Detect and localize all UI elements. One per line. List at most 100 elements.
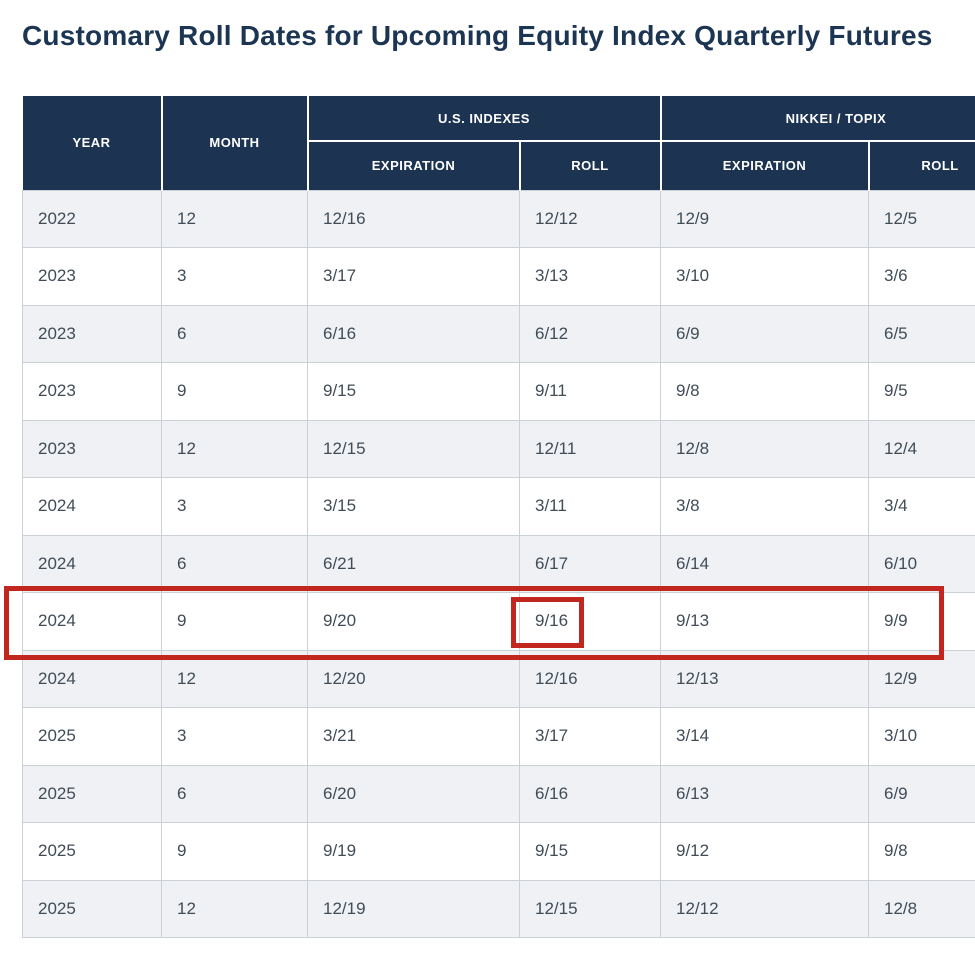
cell-year: 2025	[22, 764, 162, 823]
cell-month: 6	[161, 534, 308, 593]
cell-month: 3	[161, 707, 308, 766]
cell-month: 12	[161, 649, 308, 708]
cell-year: 2024	[22, 477, 162, 536]
cell-month: 3	[161, 247, 308, 306]
cell-month: 9	[161, 822, 308, 881]
cell-nikkei-roll: 3/4	[867, 477, 975, 536]
cell-nikkei-roll: 12/9	[867, 649, 975, 708]
cell-us-roll: 12/12	[519, 189, 661, 248]
cell-nikkei-roll: 9/9	[867, 592, 975, 651]
cell-year: 2023	[22, 419, 162, 478]
table-row: 2024 12 12/20 12/16 12/13 12/9	[22, 649, 975, 708]
cell-year: 2023	[22, 247, 162, 306]
table-row: 2025 3 3/21 3/17 3/14 3/10	[22, 707, 975, 766]
cell-nikkei-roll: 9/5	[867, 362, 975, 421]
cell-nikkei-expiration: 12/13	[660, 649, 869, 708]
cell-month: 3	[161, 477, 308, 536]
cell-month: 12	[161, 879, 308, 938]
table-row: 2023 9 9/15 9/11 9/8 9/5	[22, 362, 975, 421]
table-header: YEAR MONTH U.S. INDEXES NIKKEI / TOPIX E…	[22, 96, 975, 190]
cell-us-roll: 9/16	[519, 592, 661, 651]
cell-month: 9	[161, 362, 308, 421]
cell-us-expiration: 12/16	[307, 189, 520, 248]
table-row: 2024 3 3/15 3/11 3/8 3/4	[22, 477, 975, 536]
table-row: 2025 12 12/19 12/15 12/12 12/8	[22, 879, 975, 938]
cell-nikkei-expiration: 3/10	[660, 247, 869, 306]
cell-us-expiration: 12/15	[307, 419, 520, 478]
cell-year: 2023	[22, 304, 162, 363]
table-row: 2022 12 12/16 12/12 12/9 12/5	[22, 189, 975, 248]
cell-nikkei-roll: 6/10	[867, 534, 975, 593]
cell-us-roll: 6/12	[519, 304, 661, 363]
cell-nikkei-roll: 6/9	[867, 764, 975, 823]
col-header-month: MONTH	[161, 96, 309, 190]
col-header-nikkei-expiration: EXPIRATION	[660, 141, 870, 190]
cell-us-expiration: 3/15	[307, 477, 520, 536]
col-header-us-roll: ROLL	[519, 141, 662, 190]
cell-year: 2025	[22, 822, 162, 881]
cell-nikkei-expiration: 9/13	[660, 592, 869, 651]
cell-nikkei-expiration: 12/9	[660, 189, 869, 248]
cell-year: 2024	[22, 534, 162, 593]
page-title: Customary Roll Dates for Upcoming Equity…	[22, 20, 933, 51]
cell-us-expiration: 3/21	[307, 707, 520, 766]
cell-year: 2024	[22, 649, 162, 708]
cell-us-roll: 12/15	[519, 879, 661, 938]
cell-us-expiration: 9/19	[307, 822, 520, 881]
roll-dates-table: YEAR MONTH U.S. INDEXES NIKKEI / TOPIX E…	[22, 96, 975, 938]
cell-us-roll: 3/13	[519, 247, 661, 306]
cell-nikkei-roll: 12/8	[867, 879, 975, 938]
cell-nikkei-expiration: 9/12	[660, 822, 869, 881]
cell-nikkei-expiration: 6/9	[660, 304, 869, 363]
cell-us-roll: 6/16	[519, 764, 661, 823]
cell-us-roll: 3/11	[519, 477, 661, 536]
cell-nikkei-roll: 9/8	[867, 822, 975, 881]
col-header-year: YEAR	[22, 96, 163, 190]
table-row: 2025 9 9/19 9/15 9/12 9/8	[22, 822, 975, 881]
col-group-us-indexes: U.S. INDEXES	[307, 96, 662, 142]
cell-nikkei-expiration: 12/12	[660, 879, 869, 938]
cell-nikkei-roll: 12/5	[867, 189, 975, 248]
cell-year: 2025	[22, 707, 162, 766]
cell-year: 2024	[22, 592, 162, 651]
cell-nikkei-roll: 3/6	[867, 247, 975, 306]
cell-us-roll: 9/15	[519, 822, 661, 881]
cell-year: 2022	[22, 189, 162, 248]
cell-us-roll: 12/11	[519, 419, 661, 478]
cell-nikkei-roll: 12/4	[867, 419, 975, 478]
cell-us-expiration: 9/15	[307, 362, 520, 421]
cell-nikkei-roll: 3/10	[867, 707, 975, 766]
cell-us-roll: 12/16	[519, 649, 661, 708]
cell-month: 12	[161, 419, 308, 478]
cell-nikkei-expiration: 6/14	[660, 534, 869, 593]
cell-us-expiration: 6/16	[307, 304, 520, 363]
cell-nikkei-expiration: 3/14	[660, 707, 869, 766]
cell-nikkei-expiration: 3/8	[660, 477, 869, 536]
col-group-nikkei-topix: NIKKEI / TOPIX	[660, 96, 975, 142]
cell-us-expiration: 12/19	[307, 879, 520, 938]
table-row: 2025 6 6/20 6/16 6/13 6/9	[22, 764, 975, 823]
table-row: 2023 6 6/16 6/12 6/9 6/5	[22, 304, 975, 363]
cell-us-expiration: 6/20	[307, 764, 520, 823]
table-row: 2023 12 12/15 12/11 12/8 12/4	[22, 419, 975, 478]
cell-nikkei-roll: 6/5	[867, 304, 975, 363]
table-body: 2022 12 12/16 12/12 12/9 12/5 2023 3 3/17 3/13 3/1…	[22, 189, 975, 938]
cell-nikkei-expiration: 9/8	[660, 362, 869, 421]
cell-us-expiration: 3/17	[307, 247, 520, 306]
cell-nikkei-expiration: 12/8	[660, 419, 869, 478]
cell-us-roll: 9/11	[519, 362, 661, 421]
cell-month: 6	[161, 764, 308, 823]
cell-month: 12	[161, 189, 308, 248]
cell-us-expiration: 12/20	[307, 649, 520, 708]
cell-year: 2023	[22, 362, 162, 421]
table-row: 2024 9 9/20 9/16 9/13 9/9	[22, 592, 975, 651]
col-header-nikkei-roll: ROLL	[868, 141, 975, 190]
cell-us-roll: 3/17	[519, 707, 661, 766]
cell-month: 6	[161, 304, 308, 363]
cell-us-expiration: 9/20	[307, 592, 520, 651]
table-row: 2024 6 6/21 6/17 6/14 6/10	[22, 534, 975, 593]
cell-year: 2025	[22, 879, 162, 938]
cell-month: 9	[161, 592, 308, 651]
table-row: 2023 3 3/17 3/13 3/10 3/6	[22, 247, 975, 306]
cell-nikkei-expiration: 6/13	[660, 764, 869, 823]
